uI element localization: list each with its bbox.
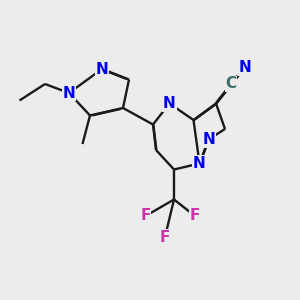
Text: F: F: [160, 230, 170, 244]
Text: N: N: [63, 85, 75, 100]
Text: F: F: [190, 208, 200, 224]
Text: N: N: [96, 61, 108, 76]
Text: N: N: [202, 132, 215, 147]
Text: N: N: [193, 156, 206, 171]
Text: N: N: [238, 60, 251, 75]
Text: N: N: [163, 96, 176, 111]
Text: F: F: [140, 208, 151, 224]
Text: C: C: [225, 76, 237, 92]
